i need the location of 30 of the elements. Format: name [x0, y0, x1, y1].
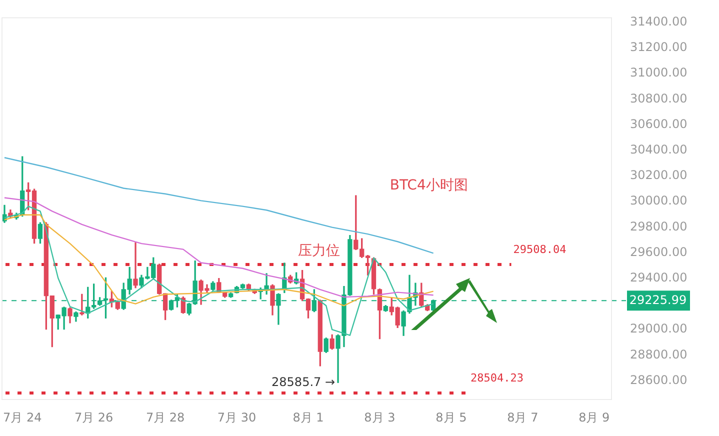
ref-line-label: 29225.99 [629, 292, 687, 307]
y-tick-label: 29000.00 [630, 322, 688, 336]
y-tick-label: 31400.00 [630, 14, 688, 28]
x-tick-label: 7月 30 [217, 410, 256, 424]
annotation: 28585.7 → [272, 374, 336, 389]
x-tick-label: 7月 24 [3, 410, 42, 424]
y-tick-label: 29800.00 [630, 219, 688, 234]
y-tick-label: 29600.00 [630, 244, 688, 259]
ref-line-label: 28504.23 [470, 371, 524, 384]
annotation: BTC4小时图 [390, 177, 468, 194]
x-tick-label: 8月 9 [578, 410, 610, 424]
y-tick-label: 31000.00 [630, 66, 688, 80]
y-tick-label: 30200.00 [630, 168, 688, 182]
x-tick-label: 8月 1 [292, 410, 324, 424]
y-tick-label: 28600.00 [630, 372, 688, 387]
y-tick-label: 30600.00 [630, 116, 688, 131]
x-tick-label: 8月 5 [436, 410, 467, 424]
ref-line-label: 29508.04 [513, 242, 567, 256]
y-tick-label: 30000.00 [630, 194, 688, 208]
y-tick-label: 31200.00 [630, 40, 688, 54]
y-tick-label: 28800.00 [630, 347, 688, 362]
x-tick-label: 8月 3 [364, 410, 396, 424]
y-tick-label: 30400.00 [630, 142, 688, 156]
x-tick-label: 7月 26 [74, 410, 114, 424]
x-tick-label: 7月 28 [146, 410, 185, 424]
annotation: 压力位 [298, 243, 340, 260]
y-tick-label: 29400.00 [630, 270, 688, 284]
candlestick [133, 242, 138, 288]
x-tick-label: 8月 7 [507, 410, 538, 424]
y-tick-label: 30800.00 [630, 91, 688, 106]
